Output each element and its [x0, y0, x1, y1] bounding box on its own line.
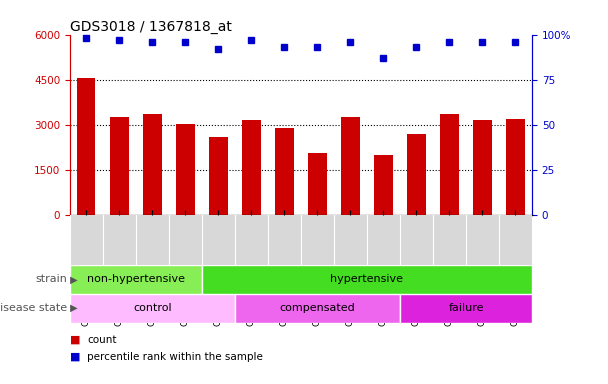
- Text: ■: ■: [70, 352, 80, 362]
- Text: percentile rank within the sample: percentile rank within the sample: [87, 352, 263, 362]
- Bar: [400, 294, 532, 323]
- Text: compensated: compensated: [280, 303, 355, 313]
- Text: strain: strain: [35, 274, 67, 285]
- Text: disease state: disease state: [0, 303, 67, 313]
- Bar: [243, 120, 260, 215]
- Bar: [202, 265, 532, 294]
- Text: count: count: [87, 335, 117, 345]
- Bar: [474, 120, 491, 215]
- Text: ▶: ▶: [67, 274, 77, 285]
- Bar: [235, 294, 400, 323]
- Bar: [275, 128, 294, 215]
- Bar: [77, 78, 95, 215]
- Text: failure: failure: [448, 303, 484, 313]
- Bar: [209, 137, 227, 215]
- Bar: [70, 265, 202, 294]
- Text: GDS3018 / 1367818_at: GDS3018 / 1367818_at: [70, 20, 232, 33]
- Bar: [440, 114, 458, 215]
- Text: hypertensive: hypertensive: [331, 274, 404, 285]
- Text: ▶: ▶: [67, 303, 77, 313]
- Text: non-hypertensive: non-hypertensive: [87, 274, 185, 285]
- Bar: [341, 117, 359, 215]
- Bar: [143, 114, 162, 215]
- Text: control: control: [133, 303, 171, 313]
- Bar: [70, 294, 235, 323]
- Bar: [375, 155, 393, 215]
- Bar: [176, 124, 195, 215]
- Bar: [407, 134, 426, 215]
- Bar: [308, 153, 326, 215]
- Bar: [110, 117, 128, 215]
- Bar: [506, 119, 525, 215]
- Text: ■: ■: [70, 335, 80, 345]
